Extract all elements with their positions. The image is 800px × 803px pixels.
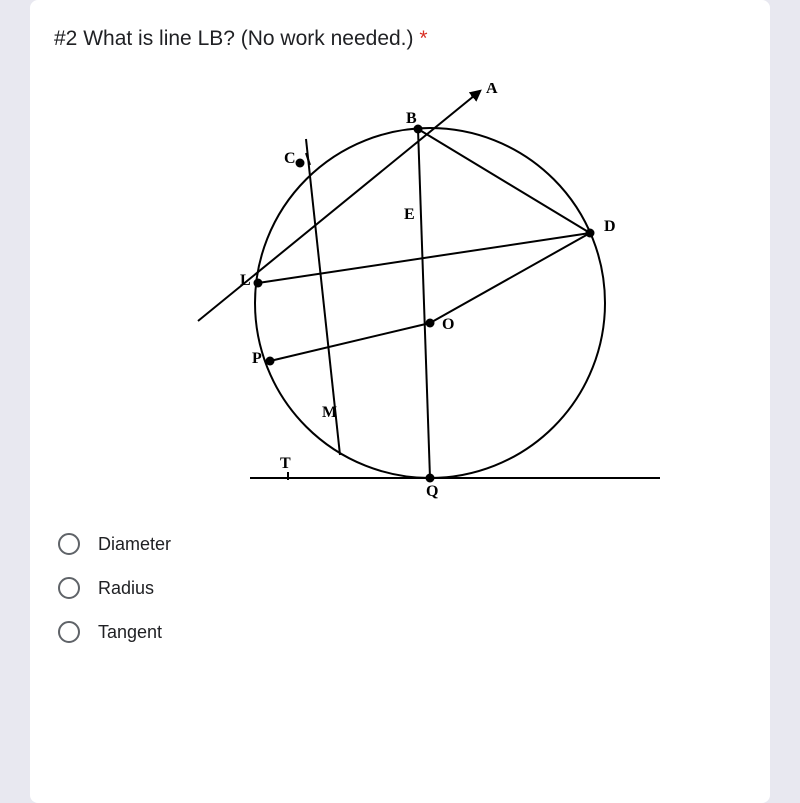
radio-icon: [58, 621, 80, 643]
svg-text:P: P: [252, 350, 262, 367]
radio-icon: [58, 533, 80, 555]
question-text-row: #2 What is line LB? (No work needed.) *: [54, 24, 746, 53]
required-asterisk: *: [419, 27, 427, 50]
option-label: Radius: [98, 578, 154, 599]
option-diameter[interactable]: Diameter: [58, 533, 746, 555]
question-text: #2 What is line LB? (No work needed.): [54, 27, 414, 50]
radio-icon: [58, 577, 80, 599]
svg-text:A: A: [486, 83, 498, 97]
options-group: Diameter Radius Tangent: [54, 533, 746, 643]
diagram-container: A B C D E L M O P Q T: [54, 83, 746, 503]
option-label: Tangent: [98, 622, 162, 643]
svg-text:T: T: [280, 455, 291, 472]
circle-diagram: A B C D E L M O P Q T: [140, 83, 660, 503]
svg-text:M: M: [322, 404, 337, 421]
svg-text:E: E: [404, 206, 415, 223]
svg-text:D: D: [604, 218, 616, 235]
svg-text:L: L: [240, 272, 251, 289]
svg-text:O: O: [442, 316, 454, 333]
option-radius[interactable]: Radius: [58, 577, 746, 599]
question-card: #2 What is line LB? (No work needed.) * …: [30, 0, 770, 803]
option-label: Diameter: [98, 534, 171, 555]
option-tangent[interactable]: Tangent: [58, 621, 746, 643]
svg-text:B: B: [406, 110, 417, 127]
svg-text:Q: Q: [426, 483, 438, 500]
svg-text:C: C: [284, 150, 296, 167]
